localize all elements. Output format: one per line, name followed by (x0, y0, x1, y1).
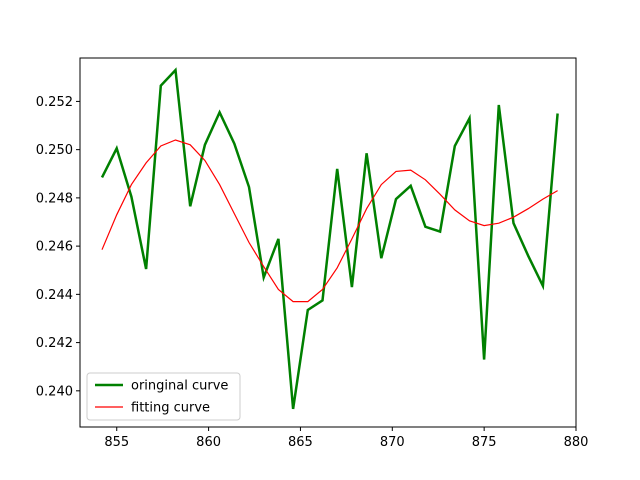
series-layer (100, 67, 559, 410)
x-tick-label: 880 (564, 435, 589, 450)
y-tick-label: 0.240 (36, 384, 73, 399)
y-tick-label: 0.242 (36, 336, 73, 351)
x-axis: 855 860 865 870 875 880 (104, 427, 588, 450)
legend-box (86, 372, 241, 421)
x-tick-label: 855 (104, 435, 129, 450)
y-tick-label: 0.246 (36, 240, 73, 255)
y-tick-label: 0.252 (36, 95, 73, 110)
y-axis: 0.240 0.242 0.244 0.246 0.248 0.250 0.252 (36, 95, 80, 399)
x-tick-label: 875 (472, 435, 497, 450)
series-original-curve (100, 67, 559, 410)
legend-label: oringinal curve (131, 379, 228, 394)
x-tick-label: 870 (380, 435, 405, 450)
series-fitting-curve (101, 139, 558, 303)
plot-frame (79, 57, 577, 428)
y-tick-label: 0.250 (36, 143, 73, 158)
legend: oringinal curve fitting curve (86, 372, 241, 421)
y-tick-label: 0.248 (36, 191, 73, 206)
legend-label: fitting curve (131, 401, 210, 416)
series-line (100, 67, 559, 410)
y-tick-label: 0.244 (36, 288, 73, 303)
series-line (101, 139, 558, 303)
x-tick-label: 860 (196, 435, 221, 450)
x-tick-label: 865 (288, 435, 313, 450)
